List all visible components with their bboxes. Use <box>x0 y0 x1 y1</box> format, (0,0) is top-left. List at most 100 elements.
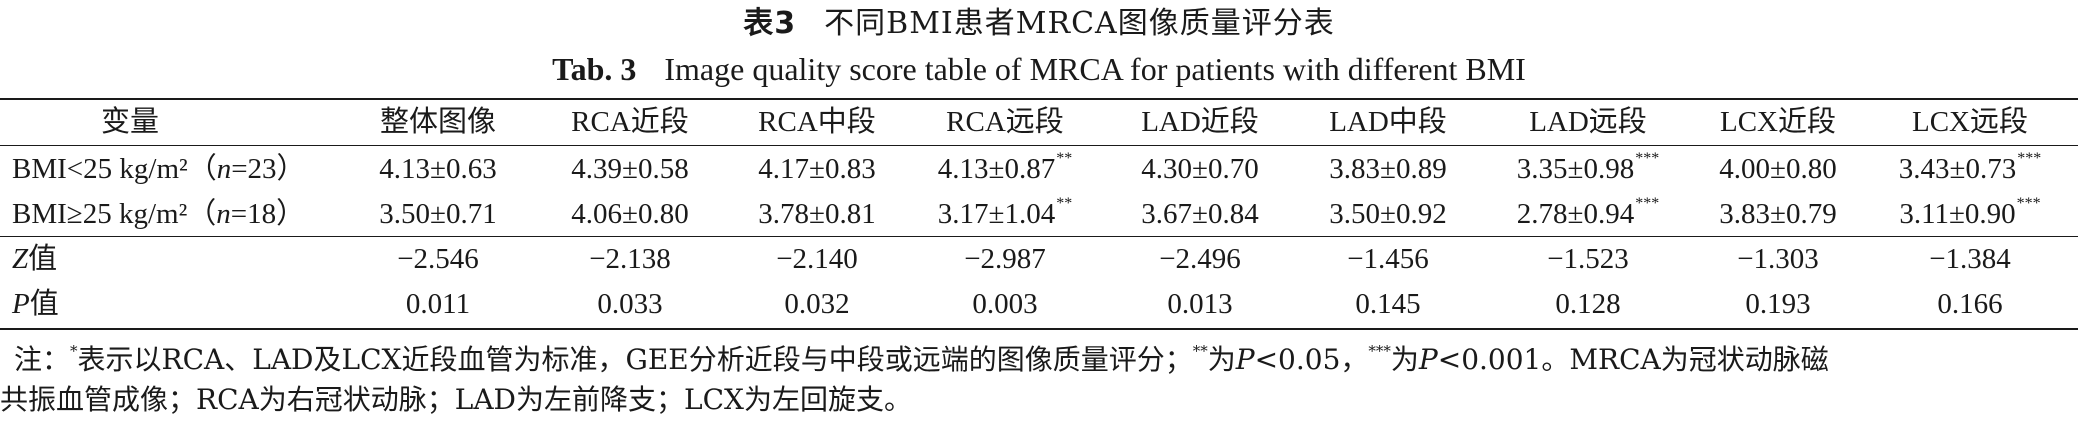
footnote-text-3: <0.05， <box>1254 343 1369 376</box>
cell-value: −1.456 <box>1347 243 1429 275</box>
cell-value: −1.384 <box>1929 243 2011 275</box>
cell-value: −1.523 <box>1547 243 1629 275</box>
table-cell: 0.145 <box>1303 282 1473 326</box>
footnote-mark-1: * <box>70 341 78 360</box>
footnote-p-symbol-2: P <box>1418 343 1438 376</box>
table-cell: 3.11±0.90*** <box>1880 192 2060 236</box>
cell-value: 3.17±1.04 <box>937 198 1056 230</box>
row-label-suffix: =18） <box>230 198 306 230</box>
significance-mark: *** <box>1635 195 1660 213</box>
row-label-symbol: n <box>216 153 232 185</box>
significance-mark: ** <box>1056 150 1073 168</box>
table-cell: 0.033 <box>545 282 715 326</box>
cell-value: 3.83±0.79 <box>1719 198 1837 230</box>
table-cell: 4.17±0.83 <box>732 147 902 191</box>
cell-value: 3.78±0.81 <box>758 198 876 230</box>
table-caption-en: Tab. 3 Image quality score table of MRCA … <box>0 48 2078 90</box>
footnote-text-2: 为 <box>1207 343 1236 376</box>
row-label: BMI≥25 kg/m²（n=18） <box>12 192 342 236</box>
cell-value: 0.128 <box>1555 288 1621 320</box>
table-caption-cn: 表3 不同BMI患者MRCA图像质量评分表 <box>0 4 2078 44</box>
cell-value: 4.30±0.70 <box>1141 153 1259 185</box>
cell-value: −2.496 <box>1159 243 1241 275</box>
table-row: Z值 −2.546 −2.138 −2.140 −2.987 −2.496 −1.456 −1… <box>0 237 2078 281</box>
row-label: P值 <box>12 282 342 326</box>
table-cell: 3.50±0.71 <box>358 192 518 236</box>
significance-mark: *** <box>1635 150 1660 168</box>
cell-value: 3.43±0.73 <box>1898 153 2017 185</box>
cell-value: 3.11±0.90 <box>1899 198 2016 230</box>
header-lad-distal: LAD远段 <box>1529 106 1647 138</box>
table-cell: 4.13±0.87** <box>920 147 1090 191</box>
header-variable: 变量 <box>100 106 159 138</box>
row-label-suffix: =23） <box>231 153 306 185</box>
cell-value: 2.78±0.94 <box>1516 198 1635 230</box>
table-cell: 3.67±0.84 <box>1115 192 1285 236</box>
table-cell: −2.987 <box>920 237 1090 281</box>
table-cell: −2.546 <box>358 237 518 281</box>
cell-value: −2.140 <box>776 243 858 275</box>
table-title-cn: 不同BMI患者MRCA图像质量评分表 <box>824 6 1335 41</box>
cell-value: 4.00±0.80 <box>1719 153 1837 185</box>
cell-value: 0.032 <box>784 288 850 320</box>
table-cell: 4.06±0.80 <box>545 192 715 236</box>
cell-value: 0.033 <box>597 288 663 320</box>
footnote-mark-2: ** <box>1192 341 1208 360</box>
header-lad-middle: LAD中段 <box>1329 106 1447 138</box>
table-cell: 0.166 <box>1880 282 2060 326</box>
footnote-text-5: <0.001。MRCA为冠状动脉磁 <box>1437 343 1829 376</box>
significance-mark: *** <box>2016 195 2041 213</box>
table-cell: 4.00±0.80 <box>1693 147 1863 191</box>
footnote-p-symbol-1: P <box>1235 343 1255 376</box>
row-label-prefix: BMI<25 kg/m²（ <box>12 153 217 185</box>
table-cell: −2.140 <box>732 237 902 281</box>
table-cell: 0.128 <box>1498 282 1678 326</box>
cell-value: 3.50±0.71 <box>379 198 497 230</box>
header-rca-distal: RCA远段 <box>946 106 1064 138</box>
cell-value: 4.13±0.87 <box>937 153 1056 185</box>
cell-value: 3.50±0.92 <box>1329 198 1447 230</box>
footnote-text-4: 为 <box>1390 343 1419 376</box>
table-cell: 2.78±0.94*** <box>1498 192 1678 236</box>
row-label-symbol: n <box>216 198 231 230</box>
header-overall: 整体图像 <box>379 106 496 138</box>
table-cell: 0.003 <box>920 282 1090 326</box>
table-bottom-rule <box>0 328 2078 330</box>
row-label-symbol: Z <box>12 243 29 275</box>
cell-value: −2.138 <box>589 243 671 275</box>
table-top-rule <box>0 98 2078 100</box>
table-cell: −2.496 <box>1115 237 1285 281</box>
cell-value: 0.011 <box>405 288 471 320</box>
cell-value: 0.013 <box>1167 288 1233 320</box>
header-lcx-distal: LCX远段 <box>1911 106 2028 138</box>
table-cell: 3.83±0.89 <box>1303 147 1473 191</box>
cell-value: 4.06±0.80 <box>571 198 689 230</box>
cell-value: 0.166 <box>1937 288 2003 320</box>
table-row: BMI≥25 kg/m²（n=18） 3.50±0.71 4.06±0.80 3.78… <box>0 192 2078 236</box>
cell-value: 0.193 <box>1745 288 1811 320</box>
footnote-text-1: 表示以RCA、LAD及LCX近段血管为标准，GEE分析近段与中段或远端的图像质量… <box>77 343 1193 376</box>
table-title-en: Image quality score table of MRCA for pa… <box>664 51 1526 87</box>
footnote-lead: 注： <box>14 343 71 376</box>
table-cell: 0.013 <box>1115 282 1285 326</box>
table-cell: 3.83±0.79 <box>1693 192 1863 236</box>
table-cell: −1.303 <box>1693 237 1863 281</box>
cell-value: −2.546 <box>397 243 479 275</box>
table-header-row: 变量 整体图像 RCA近段 RCA中段 RCA远段 LAD近段 LAD中段 LA… <box>0 100 2078 144</box>
cell-value: 4.39±0.58 <box>571 153 689 185</box>
cell-value: 0.145 <box>1355 288 1421 320</box>
table-cell: 3.50±0.92 <box>1303 192 1473 236</box>
row-label-prefix: BMI≥25 kg/m²（ <box>12 198 217 230</box>
table-row: P值 0.011 0.033 0.032 0.003 0.013 0.145 0.128 0.1… <box>0 282 2078 326</box>
cell-value: 3.67±0.84 <box>1141 198 1259 230</box>
table-cell: 4.30±0.70 <box>1115 147 1285 191</box>
header-rca-proximal: RCA近段 <box>571 106 689 138</box>
table-number-en: Tab. 3 <box>552 51 637 87</box>
table-cell: −1.456 <box>1303 237 1473 281</box>
table-row: BMI<25 kg/m²（n=23） 4.13±0.63 4.39±0.58 4.17… <box>0 147 2078 191</box>
table-footnote: 注：*表示以RCA、LAD及LCX近段血管为标准，GEE分析近段与中段或远端的图… <box>14 340 2074 380</box>
table-cell: 3.78±0.81 <box>732 192 902 236</box>
header-lcx-proximal: LCX近段 <box>1719 106 1836 138</box>
table-number-cn: 表3 <box>743 6 797 41</box>
cell-value: −1.303 <box>1737 243 1819 275</box>
